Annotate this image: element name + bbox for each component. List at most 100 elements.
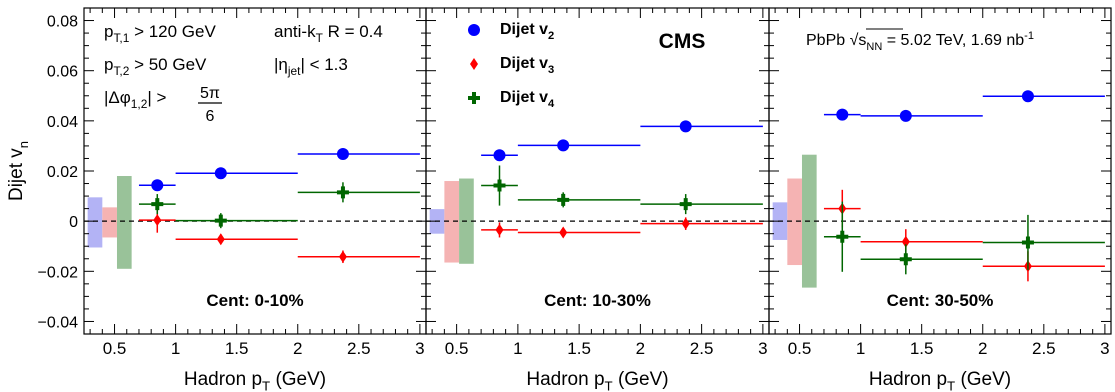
marker-v4	[336, 186, 349, 199]
cut-pt1-post: > 120 GeV	[129, 22, 216, 41]
legend-label-v2-sub: 2	[548, 30, 554, 42]
x-tick-label: 3	[415, 339, 424, 358]
marker-v2	[214, 167, 227, 180]
marker-v2	[679, 120, 692, 133]
cut-pt2-pre: p	[104, 55, 113, 74]
x-axis-label-post: (GeV)	[270, 369, 326, 390]
x-axis-label-pre: Hadron p	[526, 369, 604, 390]
x-tick-label: 2	[978, 339, 987, 358]
cut-algo-pre: anti-k	[274, 22, 316, 41]
legend-label-v4-pre: Dijet v	[500, 89, 548, 106]
frames-layer	[83, 7, 1112, 335]
cut-algo-post: R = 0.4	[323, 22, 383, 41]
legend-marker-v2	[468, 24, 480, 36]
x-tick-label: 2.5	[347, 339, 371, 358]
cut-eta-sub: jet	[287, 64, 301, 78]
x-axis-label: Hadron pT (GeV)	[526, 369, 668, 392]
marker-v3	[559, 226, 568, 239]
cut-dphi-num: 5π	[200, 85, 220, 102]
marker-v4	[214, 214, 227, 227]
centrality-label: Cent: 0-10%	[206, 291, 303, 310]
cut-algo-sub: T	[316, 31, 323, 45]
syst-band-v4	[116, 176, 132, 269]
legend-label-v2-pre: Dijet v	[500, 21, 548, 38]
marker-v2	[557, 139, 570, 152]
x-axis-label: Hadron pT (GeV)	[869, 369, 1011, 392]
x-axis-label-pre: Hadron p	[184, 369, 262, 390]
marker-v4	[557, 193, 570, 206]
marker-v3	[681, 217, 690, 230]
marker-v2	[836, 108, 849, 121]
marker-v4	[899, 253, 912, 266]
x-axis-label-sub: T	[262, 379, 270, 392]
y-tick-label: −0.02	[38, 264, 79, 281]
cut-pt2-post: > 50 GeV	[129, 55, 207, 74]
legend-marker-v3	[470, 58, 478, 70]
y-tick-label: 0.08	[47, 14, 78, 31]
marker-v2	[151, 179, 164, 192]
x-tick-label: 1.5	[225, 339, 249, 358]
marker-v4	[493, 179, 506, 192]
centrality-label: Cent: 30-50%	[887, 291, 994, 310]
legend-label-v2: Dijet v2	[500, 21, 554, 42]
marker-v2	[336, 147, 349, 160]
centrality-label: Cent: 10-30%	[544, 291, 651, 310]
lumi-pre: PbPb	[806, 32, 850, 49]
lumi-sup: -1	[1024, 30, 1034, 42]
cut-eta: |ηjet| < 1.3	[274, 55, 348, 78]
lumi-s: s	[858, 32, 866, 49]
legend-marker-v4	[468, 92, 480, 104]
x-tick-label: 3	[758, 339, 767, 358]
cut-dphi-pre: |Δφ	[104, 88, 131, 107]
y-axis-label-main: Dijet v	[6, 148, 27, 201]
cut-pt1-pre: p	[104, 22, 113, 41]
cut-dphi-den: 6	[206, 108, 215, 125]
legend-label-v3-pre: Dijet v	[500, 55, 548, 72]
marker-v4	[679, 198, 692, 211]
x-tick-label: 2.5	[690, 339, 714, 358]
cut-eta-post: | < 1.3	[300, 55, 347, 74]
cut-dphi-post: | >	[147, 88, 166, 107]
syst-band-v2	[87, 197, 103, 248]
syst-band-v3	[102, 207, 117, 238]
y-tick-label: 0.06	[47, 64, 78, 81]
cut-pt2: pT,2 > 50 GeV	[104, 55, 207, 78]
x-tick-label: 0.5	[788, 339, 812, 358]
legend-label-v3-sub: 3	[548, 64, 554, 76]
cut-dphi: |Δφ1,2| >	[104, 88, 166, 111]
marker-v3	[153, 214, 162, 227]
syst-band-v3	[444, 181, 460, 263]
y-tick-label: 0	[69, 214, 78, 231]
panel-frame-3	[768, 7, 1112, 335]
y-tick-label: 0.04	[47, 114, 78, 131]
marker-v3	[901, 235, 910, 248]
lumi-post: = 5.02 TeV, 1.69 nb	[882, 32, 1024, 49]
x-tick-label: 1	[513, 339, 522, 358]
x-axis-label: Hadron pT (GeV)	[184, 369, 326, 392]
x-tick-label: 0.5	[103, 339, 127, 358]
marker-v2	[1021, 90, 1034, 103]
y-tick-label: 0.02	[47, 164, 78, 181]
x-tick-label: 1	[856, 339, 865, 358]
marker-v3	[495, 223, 504, 236]
x-axis-label-pre: Hadron p	[869, 369, 947, 390]
x-tick-label: 1.5	[910, 339, 934, 358]
x-axis-label-sub: T	[947, 379, 955, 392]
x-tick-label: 2.5	[1032, 339, 1056, 358]
x-tick-label: 0.5	[445, 339, 469, 358]
cut-algo: anti-kT R = 0.4	[274, 22, 383, 45]
cut-pt2-sub: T,2	[113, 64, 129, 78]
legend-label-v4-sub: 4	[548, 98, 555, 110]
y-axis-label: Dijet vn	[6, 141, 31, 201]
y-axis-label-sub: n	[16, 141, 31, 148]
x-tick-label: 2	[293, 339, 302, 358]
x-tick-label: 2	[636, 339, 645, 358]
marker-v4	[836, 230, 849, 243]
legend-label-v4: Dijet v4	[500, 89, 555, 110]
marker-v3	[216, 233, 225, 246]
marker-v4	[151, 198, 164, 211]
cut-eta-pre: |η	[274, 55, 288, 74]
lumi-sub: NN	[866, 41, 882, 53]
x-axis-label-sub: T	[605, 379, 613, 392]
